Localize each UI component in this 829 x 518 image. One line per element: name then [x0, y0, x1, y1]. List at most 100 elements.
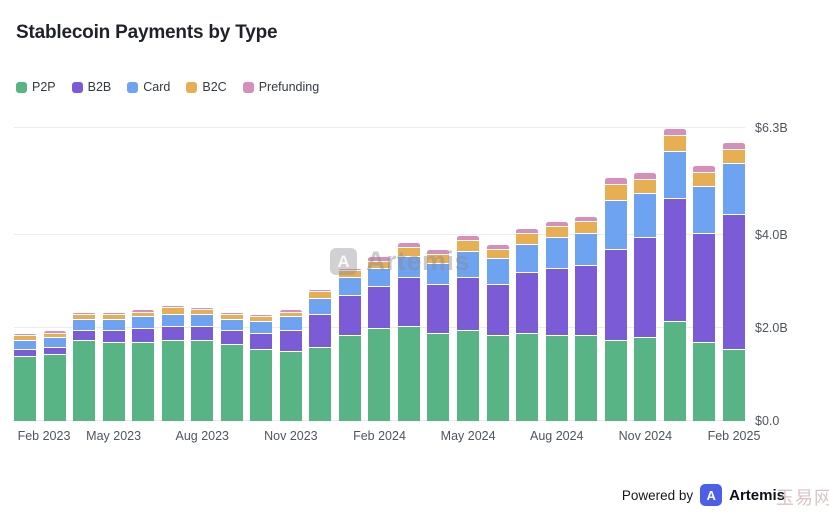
bar-segment-prefunding[interactable]	[161, 304, 184, 308]
bar-segment-prefunding[interactable]	[279, 309, 302, 312]
bar-segment-b2c[interactable]	[634, 179, 657, 194]
artemis-logo-icon[interactable]: A	[700, 484, 723, 506]
legend-item-p2p[interactable]: P2P	[16, 80, 56, 94]
bar-dec-2024[interactable]	[663, 128, 686, 421]
bar-segment-card[interactable]	[722, 162, 745, 215]
bar-segment-prefunding[interactable]	[102, 311, 125, 315]
bar-jul-2023[interactable]	[161, 304, 184, 421]
bar-segment-card[interactable]	[516, 244, 539, 273]
bar-segment-b2b[interactable]	[250, 332, 273, 349]
bar-segment-p2p[interactable]	[191, 339, 214, 421]
bar-sep-2023[interactable]	[220, 311, 243, 421]
bar-segment-b2b[interactable]	[279, 330, 302, 352]
bar-segment-b2c[interactable]	[309, 290, 332, 298]
bar-segment-p2p[interactable]	[132, 341, 155, 421]
bar-segment-prefunding[interactable]	[604, 176, 627, 184]
bar-segment-p2p[interactable]	[309, 346, 332, 421]
bar-segment-p2p[interactable]	[663, 321, 686, 421]
bar-segment-prefunding[interactable]	[575, 216, 598, 222]
bar-aug-2024[interactable]	[545, 221, 568, 421]
bar-segment-b2b[interactable]	[427, 283, 450, 333]
bar-segment-p2p[interactable]	[220, 344, 243, 421]
bar-segment-b2b[interactable]	[132, 328, 155, 342]
legend-item-b2c[interactable]: B2C	[186, 80, 227, 94]
bar-segment-prefunding[interactable]	[250, 314, 273, 317]
bar-segment-prefunding[interactable]	[427, 248, 450, 254]
bar-segment-b2b[interactable]	[516, 272, 539, 333]
bar-dec-2023[interactable]	[309, 288, 332, 421]
bar-segment-card[interactable]	[397, 255, 420, 277]
bar-segment-p2p[interactable]	[427, 332, 450, 421]
bar-segment-b2b[interactable]	[220, 330, 243, 345]
bar-segment-b2c[interactable]	[604, 183, 627, 201]
bar-segment-card[interactable]	[309, 297, 332, 315]
bar-segment-card[interactable]	[693, 186, 716, 233]
bar-segment-card[interactable]	[604, 200, 627, 249]
bar-segment-card[interactable]	[663, 151, 686, 198]
bar-segment-b2c[interactable]	[516, 232, 539, 245]
bar-segment-b2b[interactable]	[338, 295, 361, 335]
bar-segment-b2b[interactable]	[486, 283, 509, 335]
bar-segment-card[interactable]	[43, 337, 66, 347]
bar-segment-prefunding[interactable]	[191, 307, 214, 310]
bar-segment-b2c[interactable]	[14, 335, 36, 340]
bar-jan-2025[interactable]	[693, 165, 716, 421]
bar-segment-p2p[interactable]	[14, 355, 36, 421]
bar-segment-b2c[interactable]	[456, 239, 479, 252]
bar-sep-2024[interactable]	[575, 216, 598, 421]
bar-segment-p2p[interactable]	[545, 334, 568, 421]
bar-segment-prefunding[interactable]	[486, 244, 509, 249]
bar-segment-card[interactable]	[250, 321, 273, 333]
bar-segment-b2c[interactable]	[161, 307, 184, 315]
bar-segment-card[interactable]	[73, 318, 96, 331]
bar-segment-p2p[interactable]	[279, 351, 302, 421]
bar-segment-card[interactable]	[102, 318, 125, 331]
bar-segment-prefunding[interactable]	[545, 221, 568, 226]
bar-segment-b2b[interactable]	[634, 237, 657, 338]
bar-segment-b2c[interactable]	[191, 309, 214, 315]
bar-apr-2024[interactable]	[427, 248, 450, 421]
bar-segment-prefunding[interactable]	[309, 288, 332, 291]
bar-segment-prefunding[interactable]	[397, 242, 420, 247]
bar-segment-b2b[interactable]	[663, 197, 686, 322]
bar-segment-card[interactable]	[575, 232, 598, 266]
bar-segment-p2p[interactable]	[516, 332, 539, 421]
bar-segment-b2c[interactable]	[575, 221, 598, 233]
bar-segment-p2p[interactable]	[604, 339, 627, 421]
bar-segment-b2c[interactable]	[220, 314, 243, 319]
bar-segment-prefunding[interactable]	[73, 311, 96, 315]
bar-segment-card[interactable]	[545, 237, 568, 268]
bar-feb-2023[interactable]	[14, 332, 36, 421]
bar-segment-prefunding[interactable]	[132, 309, 155, 312]
bar-segment-p2p[interactable]	[722, 348, 745, 421]
bar-jun-2023[interactable]	[132, 309, 155, 421]
bar-segment-card[interactable]	[132, 316, 155, 329]
bar-segment-prefunding[interactable]	[456, 235, 479, 240]
bar-segment-b2c[interactable]	[397, 246, 420, 256]
bar-segment-p2p[interactable]	[634, 337, 657, 421]
bar-may-2024[interactable]	[456, 235, 479, 421]
bar-segment-prefunding[interactable]	[693, 165, 716, 173]
bar-segment-b2c[interactable]	[250, 316, 273, 322]
bar-segment-p2p[interactable]	[73, 339, 96, 421]
bar-oct-2023[interactable]	[250, 314, 273, 421]
bar-segment-b2b[interactable]	[161, 325, 184, 340]
bar-segment-b2b[interactable]	[693, 232, 716, 342]
bar-segment-b2c[interactable]	[427, 253, 450, 263]
bar-nov-2023[interactable]	[279, 309, 302, 421]
bar-apr-2023[interactable]	[73, 311, 96, 421]
bar-segment-p2p[interactable]	[486, 334, 509, 421]
legend-item-card[interactable]: Card	[127, 80, 170, 94]
bar-jun-2024[interactable]	[486, 244, 509, 421]
bar-segment-prefunding[interactable]	[338, 267, 361, 270]
bar-segment-b2c[interactable]	[132, 311, 155, 317]
bar-segment-b2c[interactable]	[486, 248, 509, 259]
bar-feb-2024[interactable]	[368, 255, 391, 421]
bar-segment-b2c[interactable]	[722, 149, 745, 163]
bar-segment-b2b[interactable]	[368, 286, 391, 328]
bar-segment-b2c[interactable]	[102, 314, 125, 319]
bar-segment-b2b[interactable]	[545, 267, 568, 335]
bar-segment-p2p[interactable]	[575, 334, 598, 421]
bar-segment-card[interactable]	[456, 251, 479, 277]
bar-segment-b2c[interactable]	[73, 314, 96, 319]
